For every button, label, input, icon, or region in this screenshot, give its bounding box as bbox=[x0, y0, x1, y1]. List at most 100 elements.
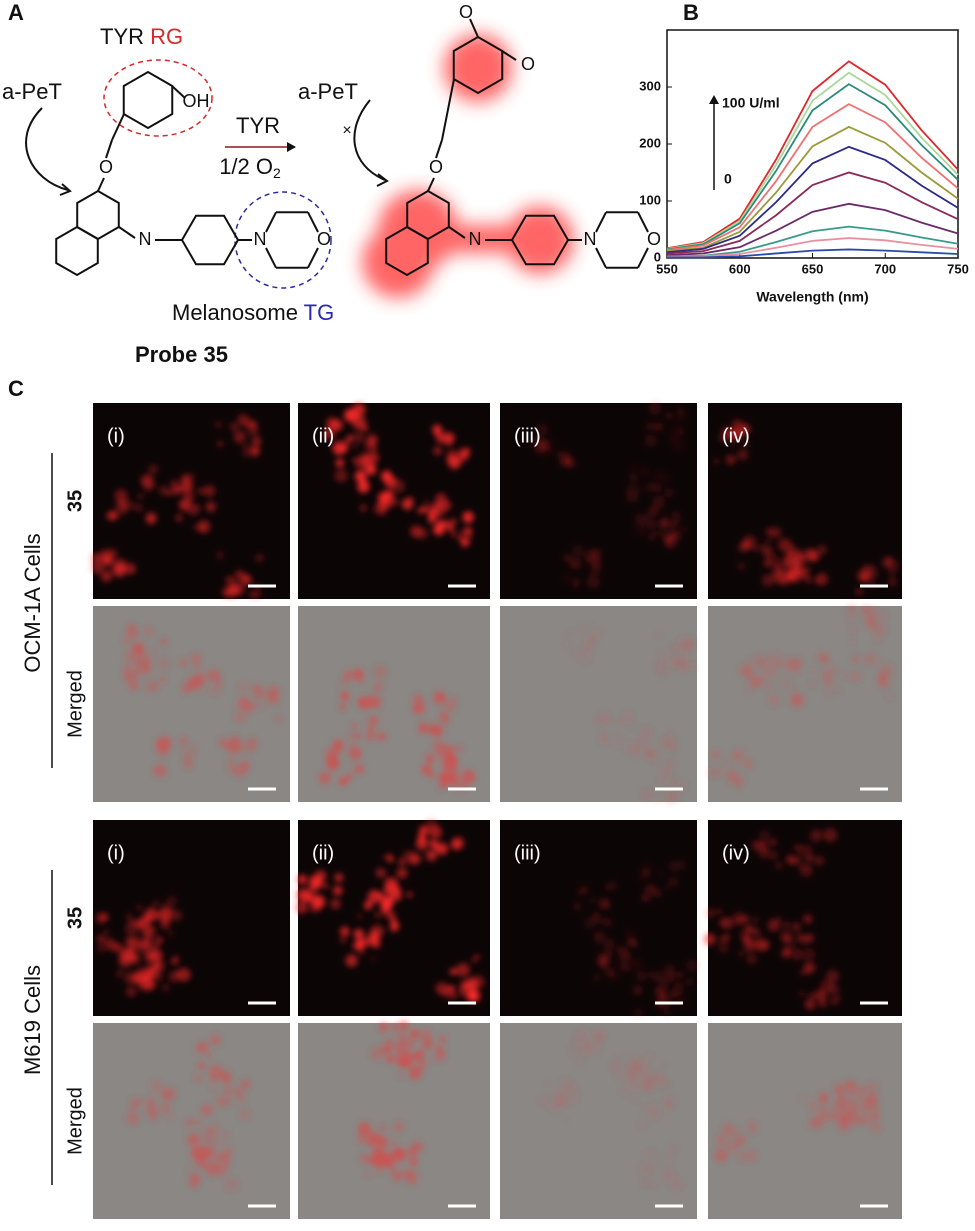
signal-dot bbox=[189, 1147, 203, 1161]
signal-dot bbox=[863, 652, 877, 666]
signal-dot bbox=[128, 629, 135, 636]
signal-dot bbox=[725, 454, 736, 466]
signal-dot bbox=[113, 513, 119, 519]
signal-dot bbox=[458, 745, 464, 751]
arrow-bottom: 1/2 O2 bbox=[219, 154, 281, 181]
signal-dot bbox=[786, 660, 800, 673]
signal-dot bbox=[227, 757, 233, 763]
signal-dot bbox=[541, 445, 548, 452]
signal-dot bbox=[152, 932, 159, 940]
x-tick-label: 600 bbox=[729, 261, 751, 276]
signal-dot bbox=[154, 740, 166, 752]
signal-dot bbox=[467, 991, 477, 1002]
signal-dot bbox=[254, 689, 266, 701]
signal-dot bbox=[159, 919, 170, 930]
signal-dot bbox=[596, 1049, 601, 1054]
signal-dot bbox=[792, 687, 799, 693]
signal-dot bbox=[682, 526, 688, 533]
signal-dot bbox=[210, 670, 222, 682]
signal-dot bbox=[146, 985, 153, 992]
signal-dot bbox=[183, 1120, 192, 1129]
signal-dot bbox=[304, 893, 313, 903]
signal-dot bbox=[367, 889, 382, 904]
signal-dot bbox=[751, 840, 762, 851]
signal-dot bbox=[640, 487, 646, 493]
signal-dot bbox=[448, 985, 455, 992]
signal-dot bbox=[742, 535, 757, 549]
signal-dot bbox=[805, 575, 811, 581]
signal-dot bbox=[643, 884, 655, 895]
signal-dot bbox=[407, 1041, 414, 1048]
signal-dot bbox=[121, 634, 133, 646]
signal-dot bbox=[663, 512, 668, 517]
signal-dot bbox=[595, 955, 607, 968]
signal-dot bbox=[124, 649, 138, 663]
signal-dot bbox=[772, 920, 778, 926]
signal-dot bbox=[471, 975, 485, 989]
atom: O bbox=[317, 229, 331, 249]
signal-dot bbox=[643, 1103, 651, 1111]
signal-dot bbox=[356, 697, 365, 706]
signal-dot bbox=[803, 961, 816, 974]
x-tick-label: 650 bbox=[802, 261, 824, 276]
signal-dot bbox=[379, 1150, 392, 1164]
signal-dot bbox=[647, 505, 659, 517]
signal-dot bbox=[769, 526, 782, 539]
panel-label: C bbox=[8, 376, 24, 401]
signal-dot bbox=[374, 911, 382, 919]
signal-dot bbox=[357, 480, 370, 493]
bond bbox=[595, 247, 607, 269]
signal-dot bbox=[165, 490, 172, 496]
signal-dot bbox=[348, 746, 362, 760]
signal-dot bbox=[233, 430, 247, 444]
signal-dot bbox=[462, 511, 474, 523]
signal-dot bbox=[391, 1141, 396, 1146]
signal-dot bbox=[370, 956, 376, 961]
signal-dot bbox=[175, 513, 183, 521]
signal-dot bbox=[642, 1056, 650, 1064]
signal-dot bbox=[682, 639, 695, 652]
signal-dot bbox=[663, 1153, 674, 1164]
signal-dot bbox=[126, 914, 133, 920]
signal-dot bbox=[96, 942, 107, 953]
signal-dot bbox=[763, 664, 776, 677]
molecule: OH O N N O bbox=[55, 70, 331, 277]
signal-dot bbox=[460, 450, 469, 459]
signal-dot bbox=[229, 421, 240, 432]
signal-dot bbox=[645, 747, 657, 760]
merged-image bbox=[298, 1023, 490, 1219]
signal-dot bbox=[742, 758, 754, 769]
signal-dot bbox=[210, 1085, 216, 1092]
signal-dot bbox=[218, 1068, 231, 1082]
signal-dot bbox=[745, 688, 753, 696]
signal-dot bbox=[197, 1061, 207, 1071]
signal-dot bbox=[143, 907, 158, 922]
signal-dot bbox=[344, 775, 352, 783]
signal-dot bbox=[728, 428, 742, 442]
signal-dot bbox=[632, 465, 637, 470]
signal-dot bbox=[544, 1081, 550, 1087]
signal-dot bbox=[648, 971, 656, 979]
signal-dot bbox=[716, 908, 722, 914]
spectrum-line bbox=[666, 202, 959, 257]
rg-label: TYR RG bbox=[100, 24, 183, 49]
signal-dot bbox=[827, 983, 840, 995]
signal-dot bbox=[460, 980, 469, 989]
signal-dot bbox=[323, 883, 329, 889]
signal-dot bbox=[351, 723, 357, 729]
signal-dot bbox=[335, 458, 345, 468]
signal-dot bbox=[247, 737, 258, 748]
signal-dot bbox=[189, 652, 202, 666]
annotation: 0 bbox=[724, 171, 732, 187]
signal-dot bbox=[882, 666, 889, 672]
signal-dot bbox=[396, 867, 408, 879]
signal-dot bbox=[751, 926, 760, 935]
signal-dot bbox=[331, 760, 339, 769]
signal-dot bbox=[381, 908, 389, 915]
signal-dot bbox=[658, 1101, 664, 1107]
signal-dot bbox=[378, 1123, 388, 1133]
signal-dot bbox=[165, 914, 172, 921]
bond bbox=[105, 139, 113, 159]
signal-dot bbox=[666, 728, 673, 735]
signal-dot bbox=[168, 970, 181, 983]
